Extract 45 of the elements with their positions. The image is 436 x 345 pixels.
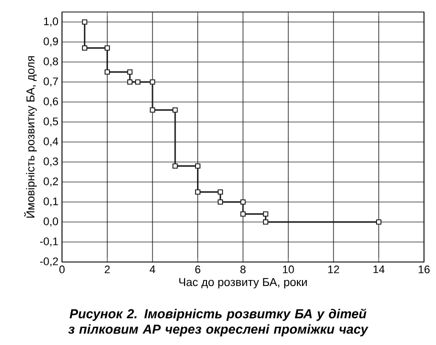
point: [195, 189, 200, 195]
x-tick-label: 4: [150, 266, 156, 274]
point: [376, 219, 382, 225]
y-tick-label: 0,5: [44, 117, 58, 127]
x-tick-label: 12: [328, 266, 340, 274]
y-tick-label: -0,1: [40, 237, 58, 247]
x-tick-label: 10: [282, 266, 294, 274]
x-tick-label: 2: [104, 266, 110, 274]
point: [150, 79, 156, 85]
x-axis-title: Час до розвиту БА, роки: [179, 278, 307, 288]
point: [104, 69, 110, 75]
point: [150, 107, 156, 113]
point: [262, 211, 268, 217]
y-tick-label: -0,2: [40, 257, 58, 267]
point: [172, 163, 178, 169]
point: [82, 45, 88, 51]
y-tick-label: 0,8: [44, 57, 58, 67]
point: [218, 199, 224, 205]
point: [195, 163, 200, 169]
point: [240, 199, 246, 205]
text: Рисунок 2. Імовірність розвитку БА у дітей з пілковим АР через окреслені проміжки часу: [68, 308, 368, 336]
x-tick-label: 6: [195, 266, 200, 274]
point: [127, 69, 133, 75]
y-tick-label: 0,7: [44, 77, 58, 87]
point: [127, 79, 133, 85]
x-tick-label: 14: [373, 266, 385, 274]
y-tick-label: 0,4: [44, 137, 58, 147]
x-tick-label: 0: [59, 266, 65, 274]
y-axis-title: Ймовірність розвитку БА, доля: [24, 56, 37, 218]
point: [104, 45, 110, 51]
y-tick-label: 0,3: [44, 157, 58, 167]
point: [240, 211, 246, 217]
y-tick-label: 0,1: [44, 197, 58, 207]
point: [262, 219, 268, 225]
x-tick-label: 8: [240, 266, 246, 274]
y-tick-label: 0,9: [44, 37, 58, 47]
y-tick-label: 0,6: [44, 97, 58, 107]
point: [172, 107, 178, 113]
y-tick-label: 1,0: [44, 17, 58, 27]
x-tick-label: 16: [418, 266, 430, 274]
point: [135, 79, 140, 85]
y-tick-label: 0,0: [44, 217, 58, 227]
point: [82, 19, 88, 25]
y-tick-label: 0,2: [44, 177, 58, 187]
point: [218, 189, 224, 195]
